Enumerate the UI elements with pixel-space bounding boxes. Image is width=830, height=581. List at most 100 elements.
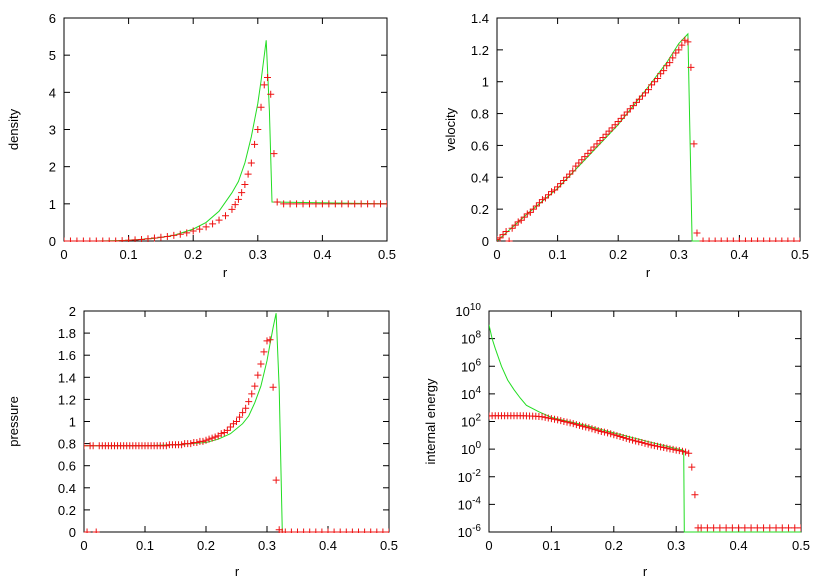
y-tick-label: 0.4 bbox=[58, 481, 76, 496]
data-point bbox=[632, 98, 640, 106]
data-point bbox=[597, 427, 605, 435]
y-tick-label: 1 bbox=[482, 75, 489, 90]
model-curve-group bbox=[64, 40, 387, 242]
data-point bbox=[66, 237, 74, 242]
data-point bbox=[517, 216, 525, 224]
data-point bbox=[538, 196, 546, 204]
data-point bbox=[357, 200, 365, 208]
y-tick-label: 6 bbox=[49, 11, 56, 26]
x-tick-label: 0.4 bbox=[319, 538, 337, 553]
data-point bbox=[497, 235, 501, 242]
data-point bbox=[772, 524, 780, 532]
data-point bbox=[602, 130, 610, 138]
data-point bbox=[620, 111, 628, 119]
data-point bbox=[588, 425, 596, 433]
data-point bbox=[563, 173, 571, 181]
data-point bbox=[373, 528, 381, 533]
data-point bbox=[641, 439, 649, 447]
data-point bbox=[791, 524, 799, 532]
data-point bbox=[300, 528, 308, 533]
data-point bbox=[242, 404, 250, 412]
data-point bbox=[596, 137, 604, 145]
x-tick-label: 0.1 bbox=[542, 538, 560, 553]
data-point bbox=[105, 237, 113, 242]
data-point bbox=[514, 218, 522, 226]
data-point bbox=[684, 38, 692, 46]
data-point bbox=[623, 108, 631, 116]
data-point bbox=[138, 236, 146, 242]
data-point bbox=[582, 423, 590, 431]
x-tick-label: 0.5 bbox=[791, 247, 809, 262]
data-point bbox=[370, 200, 378, 208]
data-point bbox=[672, 446, 680, 454]
y-tick-label: 10-2 bbox=[458, 468, 482, 485]
data-point bbox=[348, 528, 356, 533]
data-point bbox=[572, 421, 580, 429]
data-point bbox=[272, 476, 280, 484]
x-tick-label: 0.5 bbox=[378, 247, 396, 262]
data-point bbox=[260, 81, 268, 89]
y-tick-label: 1.4 bbox=[471, 11, 489, 26]
data-point bbox=[663, 444, 671, 452]
data-point bbox=[84, 528, 91, 533]
data-point bbox=[566, 419, 574, 427]
data-point bbox=[766, 524, 774, 532]
x-tick-label: 0.2 bbox=[197, 538, 215, 553]
data-point bbox=[635, 438, 643, 446]
data-point bbox=[560, 418, 568, 425]
data-point bbox=[208, 434, 216, 442]
y-tick-label: 0.6 bbox=[471, 138, 489, 153]
data-point bbox=[162, 442, 170, 450]
data-point bbox=[118, 237, 126, 242]
data-point bbox=[344, 200, 352, 208]
y-tick-label: 1010 bbox=[455, 302, 481, 319]
x-tick-label: 0.2 bbox=[609, 247, 627, 262]
data-point bbox=[551, 186, 559, 194]
data-point bbox=[610, 431, 618, 439]
data-point bbox=[548, 188, 556, 196]
data-point bbox=[336, 528, 344, 533]
y-tick-label: 1.8 bbox=[58, 326, 76, 341]
y-axis-label: velocity bbox=[443, 107, 458, 151]
data-point bbox=[233, 418, 240, 425]
data-point bbox=[294, 528, 301, 533]
data-point bbox=[209, 220, 217, 228]
data-point bbox=[150, 234, 158, 242]
data-point bbox=[273, 198, 281, 206]
data-point bbox=[629, 436, 637, 444]
model-curve bbox=[489, 324, 801, 533]
data-point bbox=[753, 524, 761, 532]
data-point bbox=[687, 63, 695, 71]
data-point bbox=[351, 200, 359, 208]
data-point bbox=[64, 237, 68, 242]
chart-panel-1: 0 0.1 0.2 0.3 0.4 0.5 0 1 2 3 4 5 6 r density bbox=[6, 11, 396, 280]
y-axis-label: pressure bbox=[6, 396, 21, 447]
y-tick-label: 0 bbox=[69, 525, 76, 540]
data-point bbox=[705, 237, 713, 242]
data-point bbox=[797, 524, 801, 532]
data-point bbox=[257, 360, 265, 368]
data-point bbox=[632, 437, 640, 445]
data-point bbox=[660, 67, 668, 75]
data-point bbox=[223, 426, 231, 434]
data-point bbox=[286, 200, 294, 208]
data-point bbox=[629, 102, 637, 110]
x-tick-label: 0.4 bbox=[313, 247, 331, 262]
x-axis-label: r bbox=[223, 265, 228, 280]
x-tick-label: 0 bbox=[60, 247, 67, 262]
y-tick-label: 0 bbox=[482, 234, 489, 249]
y-tick-label: 1 bbox=[49, 197, 56, 212]
data-point bbox=[723, 237, 731, 242]
data-point bbox=[157, 233, 165, 241]
data-point bbox=[508, 224, 516, 232]
data-point bbox=[651, 78, 659, 86]
x-tick-label: 0.5 bbox=[792, 538, 810, 553]
data-point bbox=[257, 103, 265, 111]
data-point bbox=[647, 441, 655, 449]
data-point bbox=[280, 200, 288, 208]
data-point bbox=[178, 441, 186, 449]
x-tick-label: 0.5 bbox=[380, 538, 398, 553]
data-point bbox=[717, 237, 725, 242]
data-point bbox=[754, 237, 762, 242]
x-tick-label: 0.3 bbox=[258, 538, 276, 553]
